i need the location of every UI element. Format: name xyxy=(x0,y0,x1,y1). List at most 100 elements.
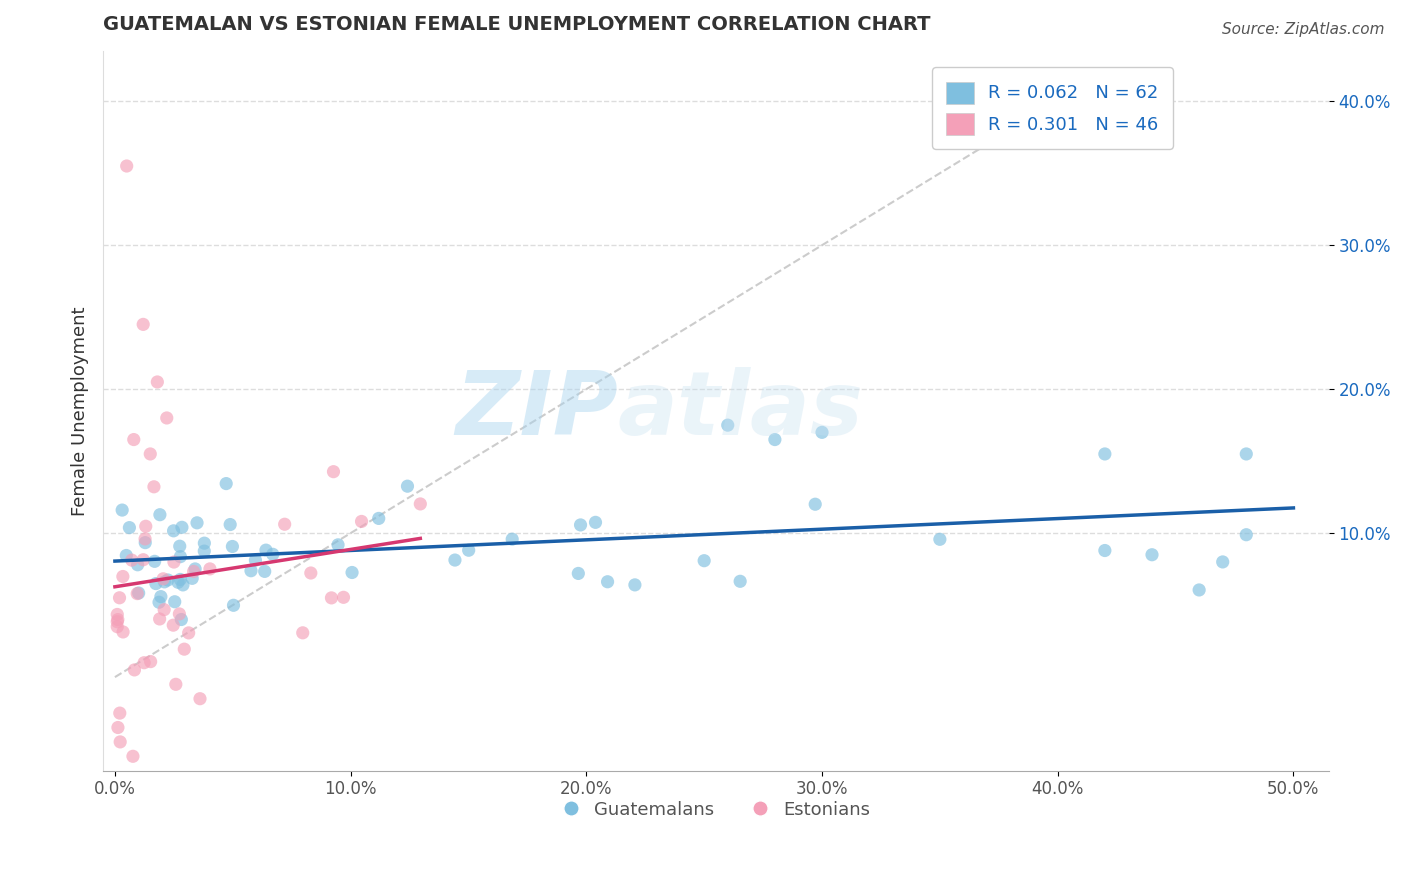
Point xyxy=(567,566,589,581)
Point xyxy=(132,318,155,332)
Point xyxy=(569,517,592,532)
Point xyxy=(105,620,128,634)
Point xyxy=(135,519,157,533)
Point xyxy=(193,544,215,558)
Point xyxy=(156,411,179,425)
Point xyxy=(152,572,174,586)
Point xyxy=(409,497,432,511)
Point xyxy=(134,656,156,670)
Point xyxy=(170,520,193,534)
Point xyxy=(262,547,284,561)
Point xyxy=(193,536,215,550)
Point xyxy=(170,613,193,627)
Point xyxy=(811,425,834,440)
Point xyxy=(215,476,238,491)
Point xyxy=(222,599,245,613)
Point xyxy=(162,618,184,632)
Point xyxy=(585,516,607,530)
Text: Source: ZipAtlas.com: Source: ZipAtlas.com xyxy=(1222,22,1385,37)
Point xyxy=(717,418,740,433)
Point xyxy=(169,539,191,553)
Point xyxy=(134,532,156,546)
Text: ZIP: ZIP xyxy=(456,368,617,454)
Point xyxy=(221,540,243,554)
Point xyxy=(139,655,162,669)
Point xyxy=(1094,543,1116,558)
Point xyxy=(162,524,184,538)
Point xyxy=(153,602,176,616)
Point xyxy=(240,564,263,578)
Point xyxy=(332,591,354,605)
Point xyxy=(763,433,786,447)
Point xyxy=(115,159,138,173)
Point xyxy=(108,706,131,720)
Point xyxy=(153,574,176,589)
Text: atlas: atlas xyxy=(617,368,863,454)
Point xyxy=(596,574,619,589)
Point xyxy=(1140,548,1163,562)
Point xyxy=(112,624,135,639)
Point xyxy=(108,735,131,749)
Point xyxy=(245,553,267,567)
Point xyxy=(169,549,191,564)
Point xyxy=(128,586,150,600)
Point xyxy=(132,552,155,566)
Point xyxy=(146,375,169,389)
Point xyxy=(1234,447,1257,461)
Point xyxy=(184,562,207,576)
Point xyxy=(127,586,149,600)
Point xyxy=(108,591,131,605)
Point xyxy=(173,642,195,657)
Point xyxy=(253,565,276,579)
Point xyxy=(273,517,295,532)
Point xyxy=(299,566,322,580)
Point xyxy=(169,607,191,621)
Point xyxy=(928,533,950,547)
Point xyxy=(107,613,129,627)
Point xyxy=(167,575,190,590)
Point xyxy=(105,607,128,622)
Point xyxy=(111,569,134,583)
Point xyxy=(186,516,208,530)
Point xyxy=(107,721,129,735)
Point xyxy=(804,497,827,511)
Point xyxy=(172,578,194,592)
Point xyxy=(181,571,204,585)
Point xyxy=(149,590,172,604)
Point xyxy=(118,520,141,534)
Point xyxy=(122,749,145,764)
Point xyxy=(1234,527,1257,541)
Point xyxy=(156,573,179,587)
Point xyxy=(340,566,363,580)
Point xyxy=(143,554,166,568)
Point xyxy=(219,517,242,532)
Point xyxy=(326,538,349,552)
Point xyxy=(350,515,373,529)
Point xyxy=(1188,582,1211,597)
Point xyxy=(139,447,162,461)
Point xyxy=(149,508,172,522)
Point xyxy=(198,562,221,576)
Point xyxy=(501,532,523,546)
Point xyxy=(142,480,165,494)
Point xyxy=(115,549,138,563)
Point xyxy=(1094,447,1116,461)
Y-axis label: Female Unemployment: Female Unemployment xyxy=(72,306,89,516)
Point xyxy=(149,612,172,626)
Point xyxy=(291,625,314,640)
Point xyxy=(134,535,156,549)
Point xyxy=(254,543,277,558)
Point xyxy=(693,554,716,568)
Point xyxy=(111,503,134,517)
Point xyxy=(1212,555,1234,569)
Point xyxy=(127,558,149,572)
Point xyxy=(105,615,128,629)
Point xyxy=(121,553,143,567)
Point xyxy=(169,573,191,587)
Point xyxy=(124,663,146,677)
Point xyxy=(624,578,647,592)
Point xyxy=(322,465,344,479)
Point xyxy=(396,479,419,493)
Point xyxy=(145,576,167,591)
Point xyxy=(122,433,145,447)
